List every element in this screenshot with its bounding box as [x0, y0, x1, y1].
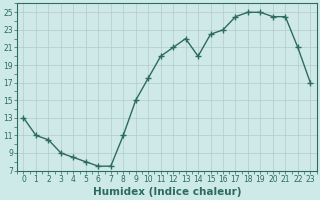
X-axis label: Humidex (Indice chaleur): Humidex (Indice chaleur) — [93, 187, 241, 197]
